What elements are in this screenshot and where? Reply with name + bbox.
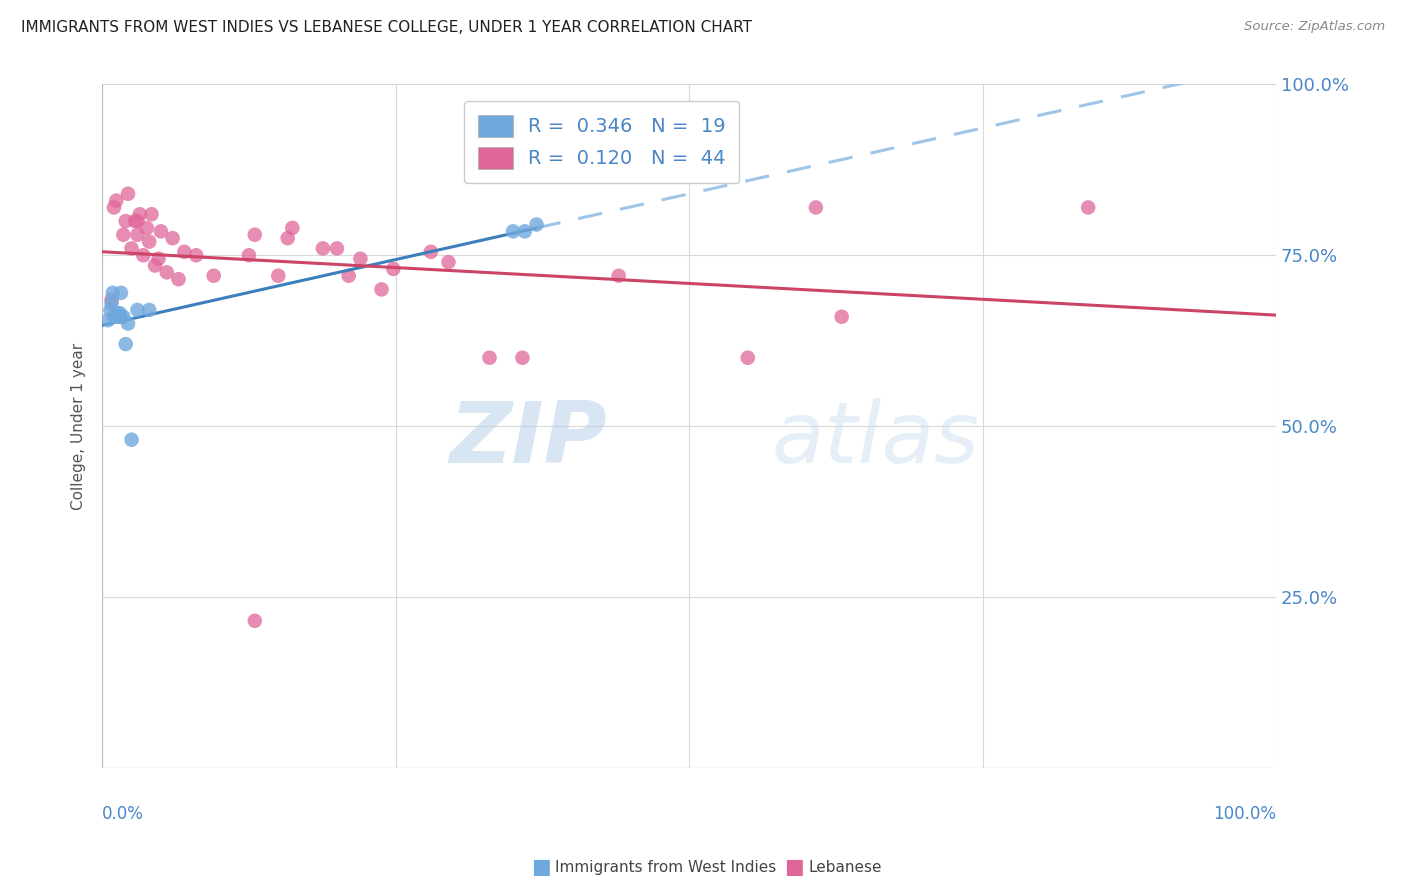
Text: Source: ZipAtlas.com: Source: ZipAtlas.com xyxy=(1244,20,1385,33)
Point xyxy=(831,310,853,324)
Point xyxy=(1077,201,1099,215)
Point xyxy=(167,272,190,286)
Point xyxy=(243,614,266,628)
Point xyxy=(138,302,160,317)
Point xyxy=(135,221,157,235)
Point xyxy=(97,313,120,327)
Text: IMMIGRANTS FROM WEST INDIES VS LEBANESE COLLEGE, UNDER 1 YEAR CORRELATION CHART: IMMIGRANTS FROM WEST INDIES VS LEBANESE … xyxy=(21,20,752,35)
Point xyxy=(512,351,534,365)
Text: atlas: atlas xyxy=(772,398,979,482)
Point xyxy=(103,310,125,324)
Point xyxy=(108,306,131,320)
Point xyxy=(103,201,125,215)
Text: ■: ■ xyxy=(785,857,804,877)
Point xyxy=(128,207,150,221)
Point xyxy=(121,242,143,256)
Point xyxy=(107,306,129,320)
Point xyxy=(243,227,266,242)
Point xyxy=(141,207,163,221)
Point xyxy=(148,252,170,266)
Text: Lebanese: Lebanese xyxy=(808,860,882,874)
Point xyxy=(607,268,630,283)
Point xyxy=(281,221,304,235)
Point xyxy=(105,194,128,208)
Point xyxy=(513,224,536,238)
Text: 0.0%: 0.0% xyxy=(103,805,143,823)
Point xyxy=(138,235,160,249)
Point xyxy=(267,268,290,283)
Point xyxy=(149,224,172,238)
Point xyxy=(238,248,260,262)
Y-axis label: College, Under 1 year: College, Under 1 year xyxy=(72,343,86,509)
Point xyxy=(370,282,392,296)
Point xyxy=(184,248,207,262)
Point xyxy=(737,351,759,365)
Point xyxy=(132,248,155,262)
Point xyxy=(117,186,139,201)
Point xyxy=(100,296,122,310)
Legend: R =  0.346   N =  19, R =  0.120   N =  44: R = 0.346 N = 19, R = 0.120 N = 44 xyxy=(464,101,740,183)
Point xyxy=(143,259,166,273)
Point xyxy=(112,227,135,242)
Point xyxy=(437,255,460,269)
Point xyxy=(156,265,179,279)
Point xyxy=(100,302,122,317)
Point xyxy=(526,218,548,232)
Point xyxy=(114,214,136,228)
Point xyxy=(112,310,135,324)
Text: Immigrants from West Indies: Immigrants from West Indies xyxy=(555,860,776,874)
Point xyxy=(117,317,139,331)
Point xyxy=(419,244,441,259)
Text: 100.0%: 100.0% xyxy=(1213,805,1277,823)
Point xyxy=(478,351,501,365)
Point xyxy=(349,252,371,266)
Text: ■: ■ xyxy=(531,857,551,877)
Point xyxy=(100,293,122,307)
Text: ZIP: ZIP xyxy=(450,398,607,482)
Point xyxy=(502,224,524,238)
Point xyxy=(382,261,405,276)
Point xyxy=(127,302,149,317)
Point xyxy=(173,244,195,259)
Point xyxy=(121,433,143,447)
Point xyxy=(202,268,225,283)
Point xyxy=(127,227,149,242)
Point xyxy=(337,268,360,283)
Point xyxy=(326,242,349,256)
Point xyxy=(110,285,132,300)
Point xyxy=(101,285,124,300)
Point xyxy=(804,201,827,215)
Point xyxy=(124,214,146,228)
Point xyxy=(108,310,131,324)
Point xyxy=(114,337,136,351)
Point xyxy=(162,231,184,245)
Point xyxy=(127,214,149,228)
Point xyxy=(105,310,128,324)
Point xyxy=(312,242,335,256)
Point xyxy=(277,231,299,245)
